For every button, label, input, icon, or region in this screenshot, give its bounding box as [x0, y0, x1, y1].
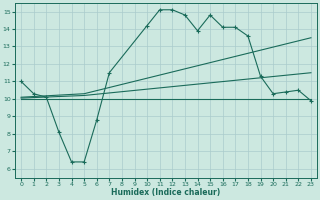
X-axis label: Humidex (Indice chaleur): Humidex (Indice chaleur) [111, 188, 221, 197]
